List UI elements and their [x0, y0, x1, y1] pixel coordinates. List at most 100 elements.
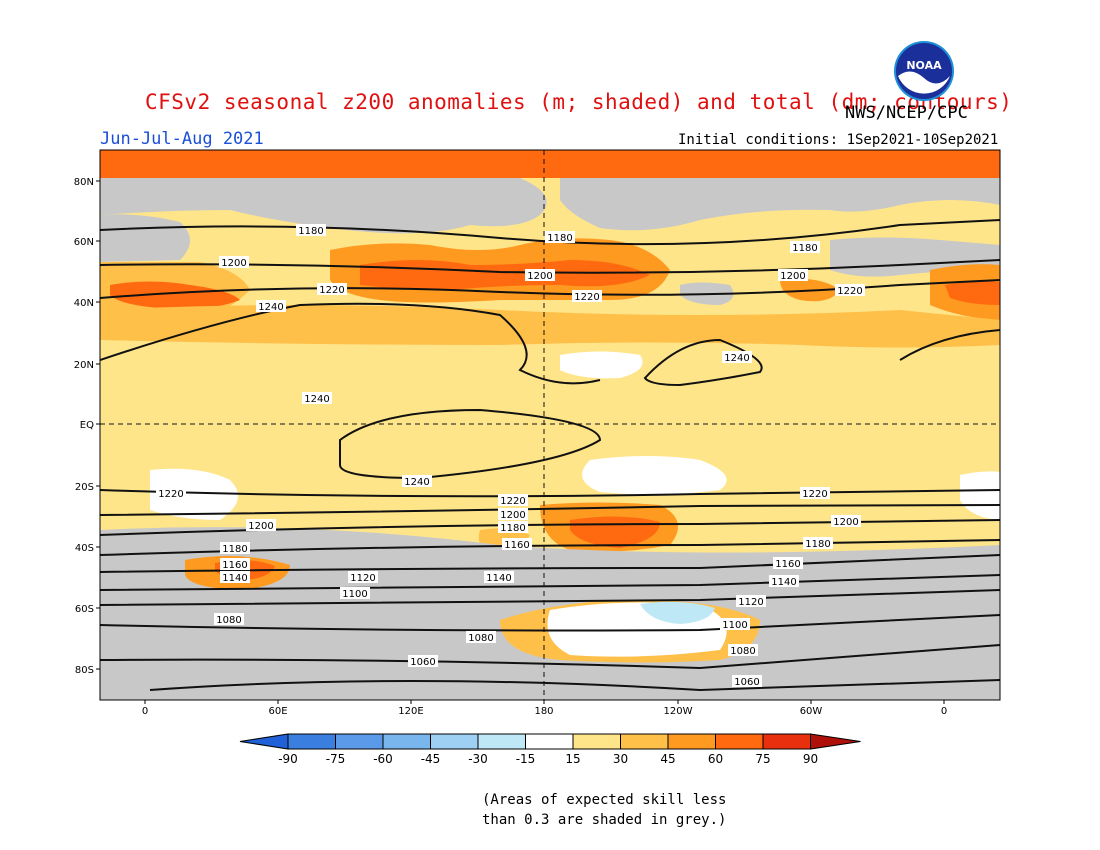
colorbar-arrow-right [810, 733, 861, 750]
svg-text:1200: 1200 [833, 517, 858, 528]
svg-text:1080: 1080 [468, 633, 493, 644]
contour-label: 1160 [220, 558, 250, 571]
lon-label: 60W [800, 706, 823, 717]
contour-label: 1160 [773, 557, 803, 570]
svg-text:1060: 1060 [410, 657, 435, 668]
contour-label: 1080 [466, 631, 496, 644]
colorbar-segment [572, 733, 621, 750]
svg-text:1080: 1080 [216, 615, 241, 626]
contour-label: 1220 [800, 487, 830, 500]
svg-text:1120: 1120 [738, 597, 763, 608]
svg-text:1060: 1060 [734, 677, 759, 688]
svg-text:1220: 1220 [837, 286, 862, 297]
svg-text:1220: 1220 [500, 496, 525, 507]
contour-label: 1240 [302, 392, 332, 405]
contour-label: 1080 [214, 613, 244, 626]
colorbar-arrow-left [239, 733, 289, 750]
colorbar-segment [620, 733, 669, 750]
lon-label: 60E [268, 706, 287, 717]
svg-text:1120: 1120 [350, 573, 375, 584]
colorbar-tick-label: -15 [516, 752, 536, 766]
contour-label: 1220 [572, 290, 602, 303]
contour-label: 1200 [246, 519, 276, 532]
svg-text:1220: 1220 [319, 285, 344, 296]
svg-text:1240: 1240 [404, 477, 429, 488]
svg-text:1200: 1200 [500, 510, 525, 521]
lon-label: 180 [534, 706, 553, 717]
colorbar-segment [667, 733, 716, 750]
colorbar-tick-label: 60 [708, 752, 723, 766]
contour-label: 1100 [720, 618, 750, 631]
lon-label: 0 [142, 706, 148, 717]
colorbar-tick-label: 75 [755, 752, 770, 766]
contour-label: 1120 [348, 571, 378, 584]
colorbar-tick-label: 30 [613, 752, 628, 766]
contour-label: 1060 [732, 675, 762, 688]
svg-text:1220: 1220 [574, 292, 599, 303]
contour-label: 1120 [736, 595, 766, 608]
colorbar-segment [477, 733, 526, 750]
colorbar-segment [287, 733, 336, 750]
svg-text:1200: 1200 [780, 271, 805, 282]
svg-text:1160: 1160 [504, 540, 529, 551]
lon-label: 0 [941, 706, 947, 717]
contour-label: 1220 [835, 284, 865, 297]
latitude-ticks [96, 180, 945, 704]
contour-labels: 1180 1200 1220 1240 1180 1200 1220 1180 … [156, 224, 865, 688]
contour-label: 1180 [803, 537, 833, 550]
svg-text:1100: 1100 [342, 589, 367, 600]
svg-text:1140: 1140 [771, 577, 796, 588]
noaa-logo-text: NOAA [906, 59, 942, 72]
latitude-labels: 80N 60N 40N 20N EQ 20S 40S 60S 80S [74, 177, 94, 676]
colorbar-tick-label: -60 [373, 752, 393, 766]
contour-label: 1200 [778, 269, 808, 282]
svg-text:1100: 1100 [722, 620, 747, 631]
lat-label: 20N [74, 360, 94, 371]
contour-label: 1220 [317, 283, 347, 296]
svg-text:1160: 1160 [222, 560, 247, 571]
contour-label: 1200 [498, 508, 528, 521]
colorbar-tick-label: -90 [278, 752, 298, 766]
svg-text:1180: 1180 [500, 523, 525, 534]
contour-label: 1060 [408, 655, 438, 668]
svg-text:1200: 1200 [527, 271, 552, 282]
colorbar-segment [335, 733, 384, 750]
lon-label: 120E [398, 706, 423, 717]
lat-label: 60N [74, 237, 94, 248]
svg-text:1220: 1220 [158, 489, 183, 500]
contour-label: 1240 [722, 351, 752, 364]
lat-label: 40N [74, 298, 94, 309]
colorbar-tick-label: 45 [660, 752, 675, 766]
contour-label: 1140 [484, 571, 514, 584]
contour-label: 1160 [502, 538, 532, 551]
contour-label: 1220 [498, 494, 528, 507]
colorbar-tick-label: -45 [421, 752, 441, 766]
contour-label: 1100 [340, 587, 370, 600]
svg-text:1220: 1220 [802, 489, 827, 500]
contour-label: 1200 [831, 515, 861, 528]
noaa-logo: NOAA [894, 41, 954, 101]
colorbar-tick-label: 90 [803, 752, 818, 766]
colorbar-segment [382, 733, 431, 750]
contour-label: 1180 [545, 231, 575, 244]
lat-label: 80N [74, 177, 94, 188]
map-field [100, 150, 1000, 700]
forecast-period: Jun-Jul-Aug 2021 [100, 129, 264, 149]
contour-label: 1240 [256, 300, 286, 313]
svg-text:1140: 1140 [222, 573, 247, 584]
svg-text:1240: 1240 [724, 353, 749, 364]
svg-text:1180: 1180 [792, 243, 817, 254]
svg-text:1180: 1180 [805, 539, 830, 550]
colorbar-segment [430, 733, 479, 750]
svg-text:1240: 1240 [258, 302, 283, 313]
lat-label: 80S [75, 665, 94, 676]
colorbar-tick-label: -30 [468, 752, 488, 766]
initial-conditions: Initial conditions: 1Sep2021-10Sep2021 [678, 132, 999, 148]
colorbar-tick-label: -75 [326, 752, 346, 766]
colorbar-tick-label: 15 [565, 752, 580, 766]
contour-label: 1180 [498, 521, 528, 534]
svg-text:1180: 1180 [547, 233, 572, 244]
lat-label: 20S [75, 482, 94, 493]
contour-label: 1200 [525, 269, 555, 282]
